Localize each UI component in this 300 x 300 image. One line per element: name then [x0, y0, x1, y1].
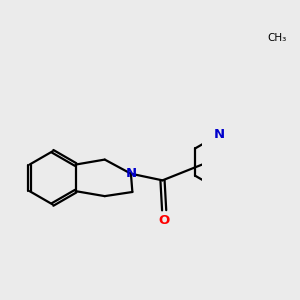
Text: N: N [213, 128, 225, 141]
Text: N: N [125, 167, 136, 180]
Text: O: O [158, 214, 170, 226]
Text: CH₃: CH₃ [267, 33, 286, 43]
